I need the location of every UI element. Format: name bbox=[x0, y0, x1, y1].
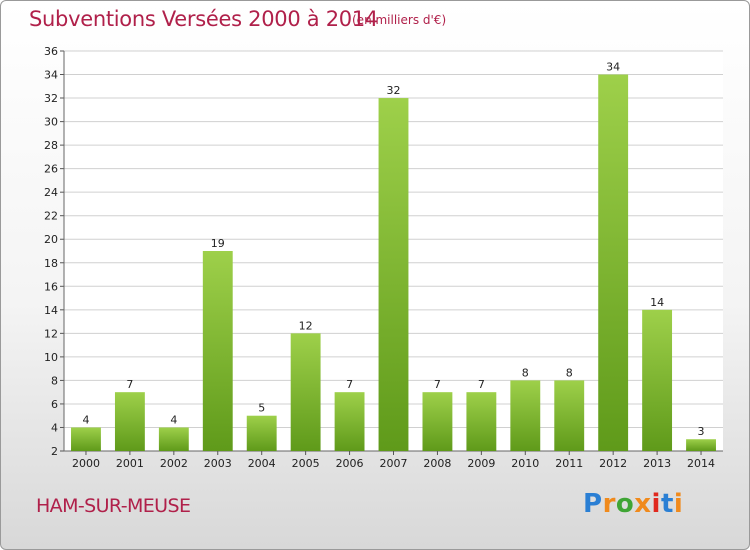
bar bbox=[246, 415, 277, 451]
bar-value-label: 7 bbox=[126, 378, 133, 391]
bar bbox=[554, 380, 585, 451]
y-tick-label: 2 bbox=[51, 445, 58, 458]
x-tick-label: 2014 bbox=[687, 457, 715, 470]
x-tick-label: 2008 bbox=[423, 457, 451, 470]
bar bbox=[202, 251, 233, 451]
bar-value-label: 19 bbox=[211, 237, 225, 250]
place-name: HAM-SUR-MEUSE bbox=[36, 495, 191, 517]
logo-letter: i bbox=[651, 489, 661, 519]
logo-letter: t bbox=[660, 489, 674, 519]
bar-value-label: 4 bbox=[82, 413, 89, 426]
x-tick-label: 2007 bbox=[380, 457, 408, 470]
chart-subtitle: (en milliers d'€) bbox=[352, 13, 447, 27]
x-tick-label: 2010 bbox=[511, 457, 539, 470]
y-tick-label: 4 bbox=[51, 421, 58, 434]
bar-value-label: 32 bbox=[387, 84, 401, 97]
y-tick-label: 12 bbox=[44, 327, 58, 340]
logo-letter: o bbox=[615, 489, 635, 519]
y-tick-label: 10 bbox=[44, 351, 58, 364]
bar-value-label: 3 bbox=[698, 425, 705, 438]
x-tick-label: 2009 bbox=[467, 457, 495, 470]
bar bbox=[334, 392, 365, 451]
x-tick-label: 2003 bbox=[204, 457, 232, 470]
y-tick-label: 30 bbox=[44, 116, 58, 129]
logo-letter: r bbox=[602, 489, 616, 519]
y-tick-label: 24 bbox=[44, 186, 58, 199]
x-tick-label: 2000 bbox=[72, 457, 100, 470]
x-tick-label: 2006 bbox=[336, 457, 364, 470]
bar-value-label: 34 bbox=[606, 61, 620, 74]
bar-value-label: 5 bbox=[258, 402, 265, 415]
x-tick-label: 2004 bbox=[248, 457, 276, 470]
y-tick-label: 26 bbox=[44, 163, 58, 176]
bar bbox=[422, 392, 453, 451]
x-tick-label: 2012 bbox=[599, 457, 627, 470]
bar-value-label: 12 bbox=[299, 319, 313, 332]
x-tick-label: 2013 bbox=[643, 457, 671, 470]
y-tick-label: 22 bbox=[44, 210, 58, 223]
bar-value-label: 8 bbox=[566, 366, 573, 379]
y-tick-label: 20 bbox=[44, 233, 58, 246]
x-tick-label: 2005 bbox=[292, 457, 320, 470]
bar-value-label: 7 bbox=[478, 378, 485, 391]
chart-title: Subventions Versées 2000 à 2014 bbox=[29, 7, 378, 31]
bar bbox=[71, 427, 101, 451]
bar bbox=[686, 439, 716, 451]
y-tick-label: 14 bbox=[44, 304, 58, 317]
y-tick-label: 34 bbox=[44, 69, 58, 82]
bar bbox=[290, 333, 321, 451]
x-tick-label: 2001 bbox=[116, 457, 144, 470]
logo-letter: i bbox=[673, 489, 684, 519]
bar-value-label: 8 bbox=[522, 366, 529, 379]
bar bbox=[598, 74, 629, 451]
logo-letter: P bbox=[583, 489, 603, 519]
proxiti-logo: Proxiti bbox=[583, 489, 683, 519]
bar-value-label: 4 bbox=[170, 413, 177, 426]
y-tick-label: 8 bbox=[51, 374, 58, 387]
y-tick-label: 18 bbox=[44, 257, 58, 270]
bar bbox=[158, 427, 189, 451]
y-tick-label: 16 bbox=[44, 280, 58, 293]
y-tick-label: 36 bbox=[44, 45, 58, 58]
logo-letter: x bbox=[634, 489, 652, 519]
bar bbox=[114, 392, 145, 451]
x-tick-label: 2002 bbox=[160, 457, 188, 470]
bar-value-label: 7 bbox=[346, 378, 353, 391]
bar-value-label: 7 bbox=[434, 378, 441, 391]
bar bbox=[510, 380, 541, 451]
y-tick-label: 32 bbox=[44, 92, 58, 105]
bar-value-label: 14 bbox=[650, 296, 664, 309]
y-tick-label: 6 bbox=[51, 398, 58, 411]
y-tick-label: 28 bbox=[44, 139, 58, 152]
bar bbox=[378, 98, 409, 451]
x-tick-label: 2011 bbox=[555, 457, 583, 470]
bar bbox=[466, 392, 497, 451]
bar bbox=[642, 309, 673, 451]
